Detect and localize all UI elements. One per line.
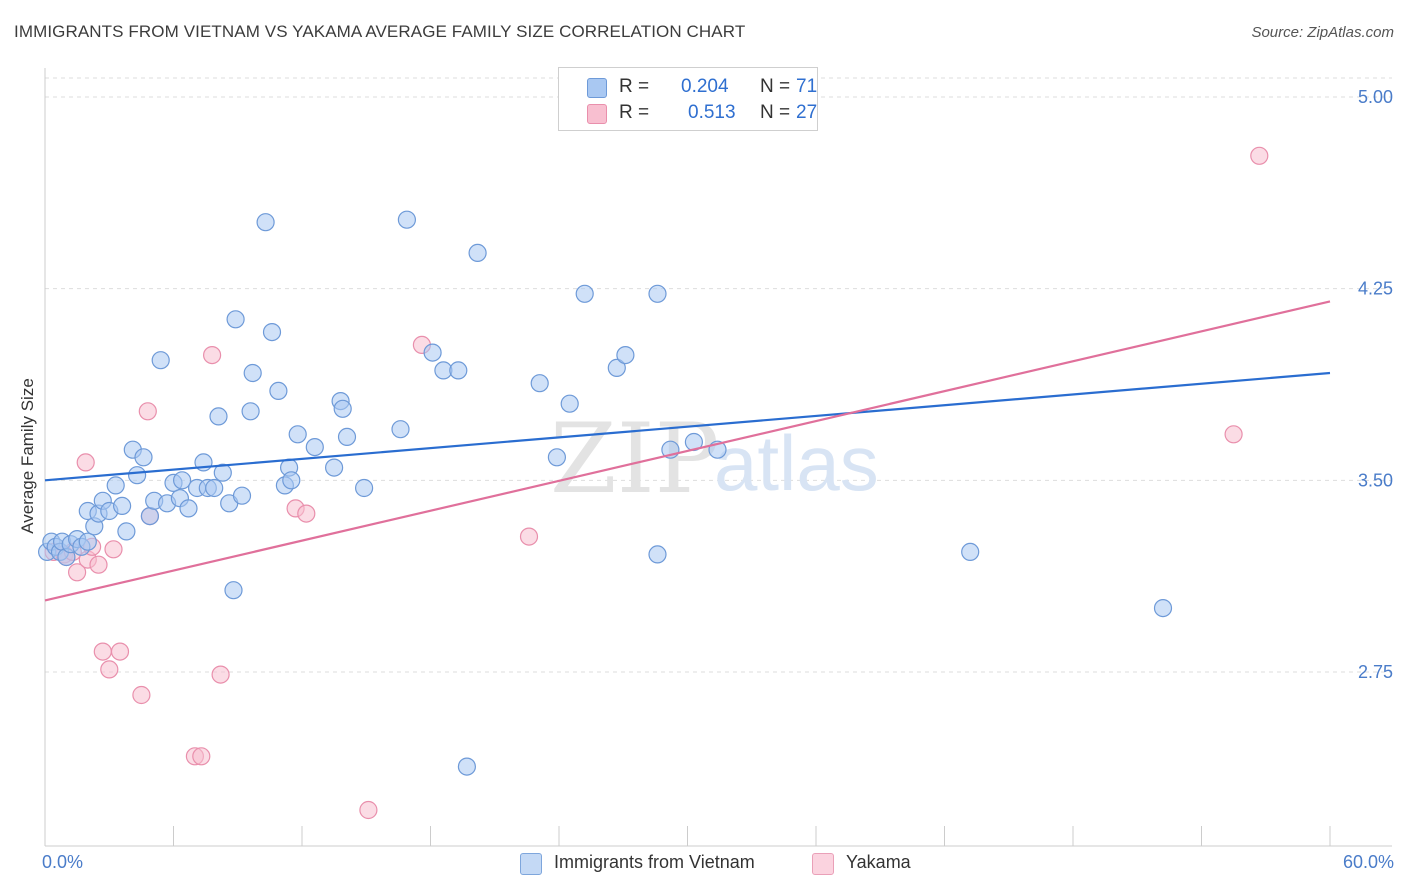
vietnam-point — [112, 496, 132, 515]
vietnam-point — [648, 284, 667, 303]
vietnam-point — [213, 463, 232, 482]
yakama-point — [67, 563, 87, 582]
vietnam-point — [391, 420, 410, 439]
vietnam-point — [961, 542, 980, 562]
yakama-point — [93, 642, 112, 661]
vietnam-point — [106, 476, 125, 495]
vietnam-point — [607, 358, 626, 377]
yakama-point — [110, 642, 130, 661]
watermark-zip: ZIP — [550, 403, 719, 515]
vietnam-point — [205, 478, 224, 498]
legend-r-value: 0.204 — [681, 76, 729, 97]
vietnam-point — [325, 458, 344, 477]
vietnam-point — [1153, 598, 1173, 618]
x-axis-max-label: 60.0% — [1342, 852, 1394, 872]
yakama-point — [297, 504, 316, 523]
vietnam-point — [232, 486, 252, 505]
vietnam-point — [282, 471, 301, 490]
yakama-point — [359, 800, 378, 820]
y-tick-label: 5.00 — [1358, 87, 1393, 107]
x-axis-min-label: 0.0% — [42, 852, 84, 872]
trend-lines — [44, 300, 1331, 602]
legend-swatch-vietnam — [587, 78, 607, 98]
vietnam-point — [337, 427, 357, 446]
vietnam-point — [423, 343, 442, 362]
series-swatch-vietnam — [520, 853, 542, 875]
vietnam-point — [241, 402, 260, 421]
legend-r-label: R = — [619, 76, 650, 97]
vietnam-point — [530, 374, 549, 393]
legend-n-value: 71 — [796, 76, 818, 97]
y-axis-title: Average Family Size — [18, 378, 37, 534]
vietnam-point — [209, 407, 228, 426]
vietnam-point — [151, 351, 170, 370]
vietnam-point — [397, 210, 416, 229]
y-tick-label: 2.75 — [1358, 662, 1393, 682]
legend-r-value: 0.513 — [688, 102, 736, 123]
vietnam-point — [140, 506, 159, 526]
vietnam-points — [37, 210, 1173, 776]
vietnam-point — [128, 466, 147, 485]
yakama-point — [519, 527, 539, 546]
axes — [44, 68, 1392, 847]
vietnam-point — [305, 438, 324, 457]
vietnam-point — [269, 381, 288, 400]
vietnam-point — [648, 545, 667, 564]
vietnam-point — [616, 346, 635, 365]
chart-title: IMMIGRANTS FROM VIETNAM VS YAKAMA AVERAG… — [14, 22, 746, 41]
vietnam-point — [355, 478, 374, 498]
source-label: Source: ZipAtlas.com — [1251, 24, 1394, 41]
y-tick-label: 3.50 — [1358, 470, 1393, 490]
vietnam-point — [256, 213, 275, 232]
series-label-vietnam: Immigrants from Vietnam — [554, 852, 755, 872]
legend-n-label: N = — [760, 102, 791, 123]
vietnam-point — [224, 581, 243, 600]
vietnam-point — [547, 448, 567, 467]
stats-legend: R = 0.204 N = 71 R = 0.513 N = 27 — [558, 67, 818, 131]
yakama-point — [132, 685, 151, 705]
vietnam-point — [560, 394, 579, 413]
legend-swatch-yakama — [587, 104, 607, 124]
yakama-point — [138, 402, 157, 421]
vietnam-point — [179, 499, 198, 518]
watermark-atlas: atlas — [714, 419, 879, 507]
vietnam-point — [262, 323, 282, 342]
yakama-point — [104, 540, 123, 559]
yakama-point — [1224, 425, 1243, 444]
yakama-point — [1250, 146, 1269, 165]
vietnam-point — [117, 522, 136, 541]
yakama-point — [100, 660, 119, 679]
series-swatch-yakama — [812, 853, 834, 875]
legend-n-label: N = — [760, 76, 791, 97]
vietnam-point — [226, 310, 245, 329]
yakama-point — [192, 747, 211, 766]
yakama-point — [76, 453, 95, 472]
vietnam-point — [468, 243, 487, 262]
vietnam-trend-line — [44, 371, 1331, 482]
vietnam-point — [288, 425, 307, 444]
vietnam-point — [134, 448, 153, 467]
legend-n-value: 27 — [796, 102, 818, 123]
yakama-point — [203, 346, 222, 365]
vietnam-point — [173, 471, 192, 490]
legend-r-label: R = — [619, 102, 650, 123]
vietnam-point — [333, 399, 352, 418]
vietnam-point — [457, 757, 476, 776]
y-tick-label: 4.25 — [1358, 279, 1393, 299]
vietnam-point — [575, 284, 594, 303]
yakama-trend-line — [44, 300, 1331, 602]
y-tick-labels: 5.00 4.25 3.50 2.75 — [1358, 87, 1393, 682]
watermark: ZIP atlas — [550, 403, 879, 515]
vietnam-point — [243, 363, 262, 383]
series-label-yakama: Yakama — [846, 852, 911, 872]
vietnam-point — [449, 361, 468, 380]
yakama-point — [211, 665, 230, 684]
vietnam-point — [78, 532, 97, 551]
yakama-point — [89, 555, 108, 574]
